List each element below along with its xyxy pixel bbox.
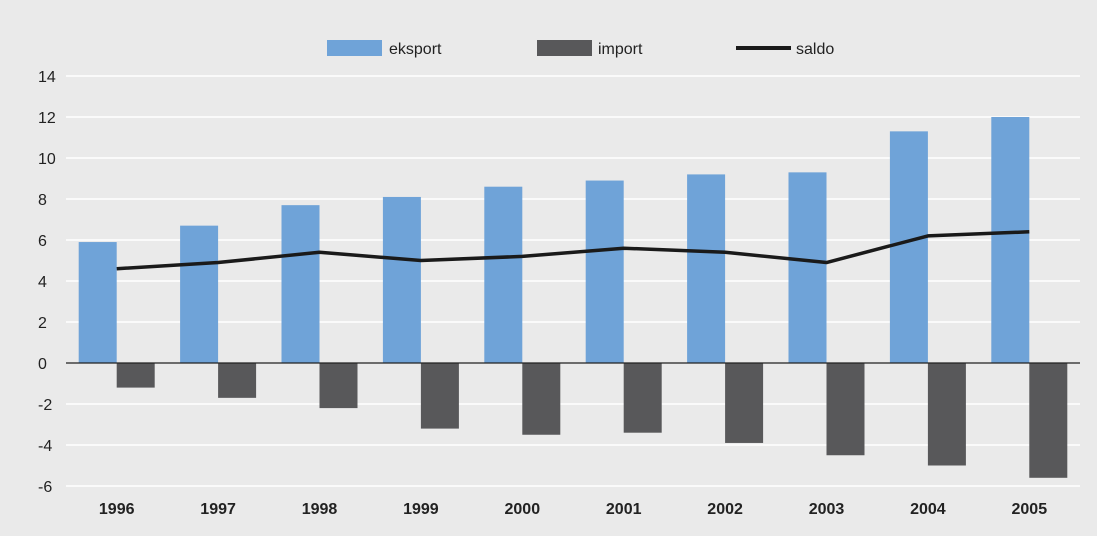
bar-import bbox=[1029, 363, 1068, 478]
bar-import bbox=[623, 363, 662, 433]
bars-layer bbox=[78, 117, 1068, 478]
y-tick-label: 2 bbox=[38, 315, 47, 332]
bar-import bbox=[218, 363, 257, 398]
bar-eksport bbox=[484, 186, 523, 363]
y-tick-label: 8 bbox=[38, 192, 47, 209]
legend-swatch-eksport bbox=[327, 40, 382, 56]
y-tick-label: -2 bbox=[38, 397, 52, 414]
bar-eksport bbox=[180, 225, 219, 363]
x-tick-label: 2004 bbox=[910, 501, 946, 518]
bar-eksport bbox=[687, 174, 726, 363]
x-tick-label: 2000 bbox=[505, 501, 541, 518]
y-tick-label: -6 bbox=[38, 479, 52, 496]
line-layer bbox=[116, 230, 1030, 271]
legend-label-eksport: eksport bbox=[389, 41, 442, 58]
bar-import bbox=[522, 363, 561, 435]
bar-import bbox=[319, 363, 358, 409]
bar-eksport bbox=[889, 131, 928, 363]
legend-swatch-import bbox=[537, 40, 592, 56]
x-tick-label: 2001 bbox=[606, 501, 642, 518]
line-saldo bbox=[116, 230, 1030, 271]
x-tick-label: 1996 bbox=[99, 501, 135, 518]
bar-import bbox=[927, 363, 966, 466]
bar-eksport bbox=[991, 117, 1030, 363]
x-tick-label: 2003 bbox=[809, 501, 845, 518]
y-tick-label: 0 bbox=[38, 356, 47, 373]
legend-swatch-saldo bbox=[736, 46, 791, 50]
bar-eksport bbox=[382, 196, 421, 363]
bar-eksport bbox=[788, 172, 827, 363]
y-tick-label: 4 bbox=[38, 274, 47, 291]
y-tick-label: 6 bbox=[38, 233, 47, 250]
x-tick-label: 1998 bbox=[302, 501, 338, 518]
x-tick-label: 1999 bbox=[403, 501, 439, 518]
bar-import bbox=[826, 363, 865, 456]
y-tick-label: 12 bbox=[38, 110, 56, 127]
bar-eksport bbox=[281, 205, 320, 363]
legend-label-saldo: saldo bbox=[796, 41, 834, 58]
bar-import bbox=[420, 363, 459, 429]
y-tick-label: 10 bbox=[38, 151, 56, 168]
x-tick-label: 2005 bbox=[1012, 501, 1048, 518]
x-tick-label: 2002 bbox=[707, 501, 743, 518]
legend-label-import: import bbox=[598, 41, 643, 58]
x-tick-label: 1997 bbox=[200, 501, 236, 518]
y-tick-label: 14 bbox=[38, 69, 56, 86]
legend: eksport import saldo bbox=[327, 40, 834, 58]
bar-import bbox=[116, 363, 155, 388]
bar-eksport bbox=[78, 242, 117, 363]
grid-layer bbox=[66, 75, 1080, 487]
labels-layer: -6 -4 -2 0 2 4 6 8 10 12 14 1996 1997 1998 1999 2000 200… bbox=[38, 69, 1047, 518]
y-tick-label: -4 bbox=[38, 438, 52, 455]
bar-import bbox=[725, 363, 764, 443]
bar-eksport bbox=[585, 180, 624, 363]
